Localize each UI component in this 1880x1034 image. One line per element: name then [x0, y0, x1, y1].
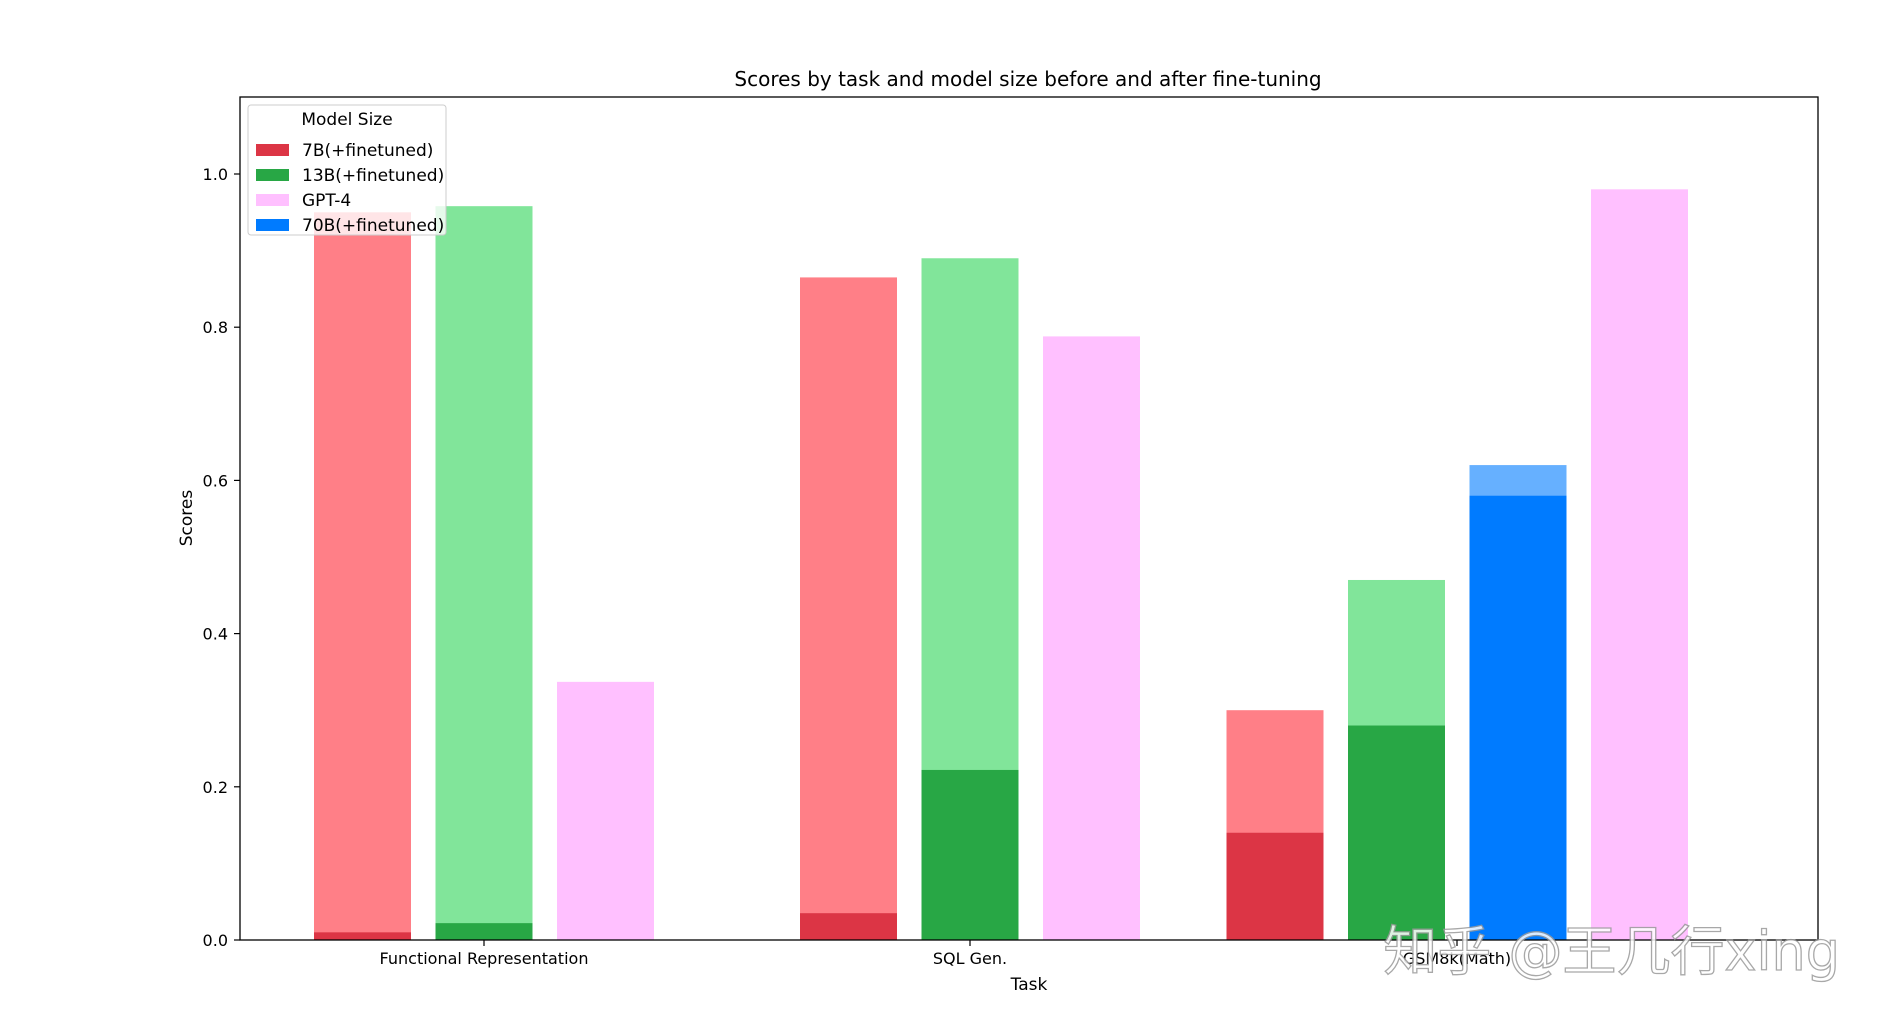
legend-box — [247, 104, 447, 236]
y-tick-label: 0.8 — [203, 318, 228, 337]
bar-70b-base-2 — [1469, 495, 1567, 940]
legend-swatch — [256, 144, 289, 156]
legend-swatch — [256, 194, 289, 206]
bar-7b-finetuned-0 — [314, 212, 411, 941]
x-axis: Functional Representation SQL Gen. GSM8k(M… — [380, 940, 1511, 968]
y-tick-label: 0.6 — [203, 471, 228, 490]
bar-7b-base-1 — [800, 913, 897, 940]
legend-entry-label: 13B(+finetuned) — [302, 166, 444, 186]
x-axis-label: Task — [1010, 975, 1048, 995]
legend-swatch — [256, 219, 289, 231]
bar-gpt-4-base-0 — [557, 681, 654, 940]
y-tick-label: 1.0 — [203, 165, 228, 184]
legend-swatch — [256, 169, 289, 181]
x-tick-label: GSM8k(Math) — [1403, 949, 1511, 968]
bar-7b-base-0 — [314, 932, 411, 940]
bar-gpt-4-base-1 — [1043, 336, 1140, 941]
plot-area-frame — [239, 96, 1819, 941]
bar-7b-base-2 — [1226, 832, 1324, 940]
y-axis-label: Scores — [177, 490, 197, 547]
x-tick-label: SQL Gen. — [933, 949, 1007, 968]
legend-title: Model Size — [301, 110, 392, 130]
bar-13b-base-2 — [1348, 725, 1445, 940]
bars-layer — [314, 189, 1688, 941]
y-tick-label: 0.0 — [203, 931, 228, 950]
bar-gpt-4-base-2 — [1591, 189, 1688, 940]
watermark-text: 知乎 @王几行xing — [1383, 920, 1840, 983]
bar-13b-finetuned-0 — [435, 206, 533, 940]
y-axis: 0.0 0.2 0.4 0.6 0.8 1.0 — [203, 165, 240, 950]
bar-13b-base-1 — [921, 769, 1019, 940]
y-tick-label: 0.4 — [203, 625, 228, 644]
legend-entry-label: 7B(+finetuned) — [302, 141, 433, 161]
bar-13b-base-0 — [435, 923, 533, 940]
bar-7b-finetuned-1 — [800, 277, 897, 940]
legend: Model Size 7B(+finetuned) 13B(+finetuned)… — [247, 104, 447, 236]
legend-entry-label: GPT-4 — [302, 191, 351, 211]
legend-entry-label: 70B(+finetuned) — [302, 216, 444, 236]
chart-title: Scores by task and model size before and… — [734, 67, 1321, 91]
x-tick-label: Functional Representation — [380, 949, 589, 968]
y-tick-label: 0.2 — [203, 778, 228, 797]
